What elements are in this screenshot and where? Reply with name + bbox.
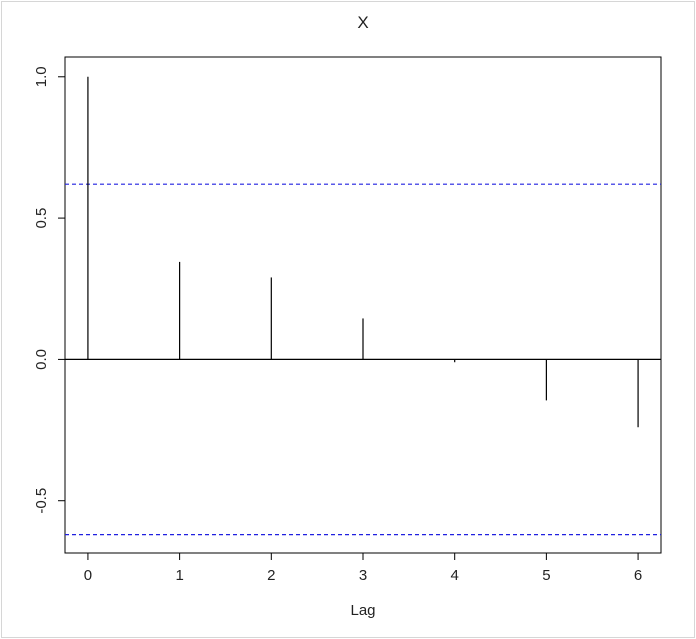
x-tick-label: 6 [634, 567, 642, 584]
y-tick-label: 0.5 [33, 208, 50, 229]
x-tick-label: 3 [359, 567, 367, 584]
y-tick-label: 0.0 [33, 349, 50, 370]
plot-area: 0 1 2 3 4 5 6 -0.5 0.0 0.5 1.0 [33, 56, 662, 584]
x-axis-label: Lag [350, 602, 375, 619]
y-tick-label: 1.0 [33, 66, 50, 87]
x-tick-label: 5 [542, 567, 550, 584]
x-tick-label: 2 [267, 567, 275, 584]
chart-title: X [357, 13, 368, 32]
x-tick-label: 1 [175, 567, 183, 584]
x-tick-label: 4 [451, 567, 459, 584]
x-tick-label: 0 [84, 567, 92, 584]
y-tick-label: -0.5 [33, 488, 50, 514]
plot-border [64, 56, 662, 554]
